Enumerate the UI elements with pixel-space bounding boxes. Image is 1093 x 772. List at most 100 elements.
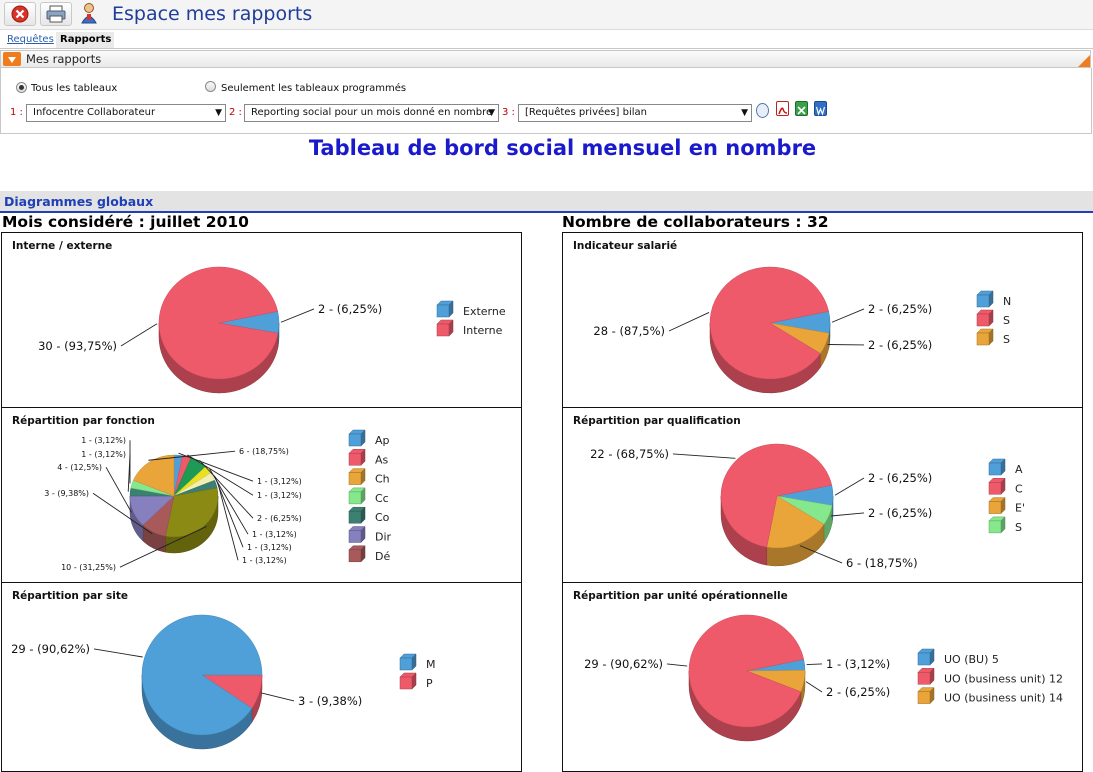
tab-rapports[interactable]: Rapports xyxy=(56,32,114,48)
panel-title: Mes rapports xyxy=(26,52,101,66)
legend-swatch xyxy=(918,653,930,665)
legend-swatch xyxy=(349,492,361,504)
page-title: Tableau de bord social mensuel en nombre xyxy=(0,136,1093,160)
legend-label: As xyxy=(375,453,389,466)
legend-swatch xyxy=(918,672,930,684)
leader-line xyxy=(106,467,132,512)
chart-svg: 1 - (3,12%)2 - (6,25%)29 - (90,62%)UO (B… xyxy=(563,583,1082,771)
legend-label: S xyxy=(1015,521,1022,534)
select-1-number: 1 : xyxy=(10,107,23,118)
user-icon xyxy=(78,2,100,26)
close-icon xyxy=(5,3,35,25)
leader-line xyxy=(831,513,864,516)
leader-line xyxy=(807,664,822,665)
legend-item: As xyxy=(349,449,389,466)
chart-svg: 2 - (6,25%) 2 - (6,25%) 6 - (18,75%) 22 - (… xyxy=(563,408,1082,582)
slice-label: 2 - (6,25%) xyxy=(826,685,890,699)
pdf-icon[interactable] xyxy=(776,101,789,116)
tab-requetes[interactable]: Requêtes xyxy=(3,32,58,48)
chart-box-repartition-unite: Répartition par unité opérationnelle 1 -… xyxy=(562,582,1083,772)
leader-line xyxy=(673,454,735,458)
legend-swatch xyxy=(989,482,1001,494)
legend-label: Ap xyxy=(375,434,390,447)
chart-svg: 2 - (6,25%)2 - (6,25%)28 - (87,5%)NSS xyxy=(563,233,1082,407)
chart-box-repartition-fonction: Répartition par fonction 1 - (3,12%)1 - … xyxy=(1,407,522,583)
slice-label: 1 - (3,12%) xyxy=(252,530,297,539)
slice-label: 1 - (3,12%) xyxy=(257,477,302,486)
print-button[interactable] xyxy=(40,2,72,26)
radio-scheduled-tables[interactable] xyxy=(205,81,216,92)
legend-item: S xyxy=(989,517,1022,534)
chart-box-interne-externe: Interne / externe 2 - (6,25%)30 - (93,75… xyxy=(1,232,522,408)
slice-label: 2 - (6,25%) xyxy=(868,338,932,352)
legend-label: S xyxy=(1003,314,1010,327)
select-module[interactable]: Infocentre Collaborateur ▼ xyxy=(26,104,226,122)
legend-swatch xyxy=(918,692,930,704)
panel-header: Mes rapports xyxy=(0,50,1091,68)
select-module-value: Infocentre Collaborateur xyxy=(33,107,155,118)
slice-label: 2 - (6,25%) xyxy=(868,506,932,520)
slice-label: 28 - (87,5%) xyxy=(593,324,665,338)
slice-label: 1 - (3,12%) xyxy=(81,436,126,445)
legend-swatch xyxy=(400,658,412,670)
legend-item: A xyxy=(989,459,1023,476)
legend-label: Co xyxy=(375,511,390,524)
legend-item: Ch xyxy=(349,469,390,486)
legend-item: C xyxy=(989,478,1023,495)
slice-label: 22 - (68,75%) xyxy=(590,447,669,461)
leader-line xyxy=(667,664,687,666)
radio-all-label: Tous les tableaux xyxy=(31,83,117,94)
corner-icon xyxy=(1078,55,1090,67)
legend-swatch xyxy=(989,521,1001,533)
close-button[interactable] xyxy=(4,2,36,26)
word-icon[interactable] xyxy=(814,101,827,116)
legend-label: N xyxy=(1003,295,1011,308)
slice-label: 6 - (18,75%) xyxy=(239,447,289,456)
radio-all-tables[interactable] xyxy=(16,82,27,93)
legend-swatch xyxy=(977,333,989,345)
select-query[interactable]: [Requêtes privées] bilan▼ xyxy=(518,104,752,122)
legend-label: Cc xyxy=(375,492,389,505)
section-header: Diagrammes globaux xyxy=(0,191,1093,213)
slice-label: 6 - (18,75%) xyxy=(846,556,918,570)
chart-box-repartition-qualification: Répartition par qualification 2 - (6,25%… xyxy=(562,407,1083,583)
slice-label: 3 - (9,38%) xyxy=(44,489,89,498)
legend-label: Externe xyxy=(463,305,506,318)
leader-line xyxy=(835,478,864,495)
legend-item: M xyxy=(400,654,436,671)
chart-box-indicateur-salarie: Indicateur salarié 2 - (6,25%)2 - (6,25%… xyxy=(562,232,1083,408)
legend-label: C xyxy=(1015,482,1023,495)
legend-item: Ap xyxy=(349,430,390,447)
globe-icon[interactable] xyxy=(756,103,769,118)
slice-label: 4 - (12,5%) xyxy=(57,463,102,472)
legend-item: N xyxy=(977,291,1011,308)
select-report[interactable]: Reporting social pour un mois donné en n… xyxy=(244,104,499,122)
user-button[interactable] xyxy=(78,2,100,26)
leader-line xyxy=(94,649,143,657)
app-title: Espace mes rapports xyxy=(112,3,312,25)
legend-label: UO (business unit) 14 xyxy=(944,692,1063,705)
dropdown-arrow-icon: ▼ xyxy=(488,105,495,121)
excel-icon[interactable] xyxy=(795,101,808,116)
legend-swatch xyxy=(349,434,361,446)
leader-line xyxy=(669,312,709,331)
legend-label: UO (business unit) 12 xyxy=(944,672,1063,685)
slice-label: 10 - (31,25%) xyxy=(61,563,116,572)
slice-label: 1 - (3,12%) xyxy=(247,543,292,552)
legend-label: Interne xyxy=(463,324,503,337)
leader-line xyxy=(832,309,864,322)
legend-label: E' xyxy=(1015,502,1025,515)
slice-label: 2 - (6,25%) xyxy=(868,302,932,316)
slice-label: 30 - (93,75%) xyxy=(38,339,117,353)
panel-body: Tous les tableaux Seulement les tableaux… xyxy=(0,68,1092,134)
chart-svg: 3 - (9,38%)29 - (90,62%)MP xyxy=(2,583,521,771)
legend-swatch xyxy=(349,473,361,485)
leader-line xyxy=(218,484,238,561)
slice-label: 2 - (6,25%) xyxy=(868,471,932,485)
select-report-value: Reporting social pour un mois donné en n… xyxy=(251,107,492,118)
dropdown-arrow-icon: ▼ xyxy=(215,105,222,121)
collapse-button[interactable] xyxy=(3,52,21,66)
pie-slice xyxy=(142,615,262,735)
legend-label: Dir xyxy=(375,531,392,544)
leader-line xyxy=(806,682,822,692)
